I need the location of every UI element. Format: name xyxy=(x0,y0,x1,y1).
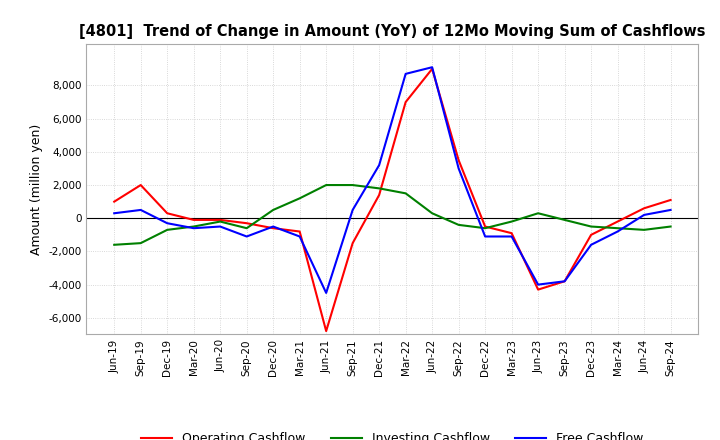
Operating Cashflow xyxy=(375,192,384,198)
Operating Cashflow xyxy=(216,217,225,223)
Free Cashflow xyxy=(348,207,357,213)
Free Cashflow xyxy=(534,282,542,287)
Investing Cashflow xyxy=(269,207,277,213)
Investing Cashflow xyxy=(428,211,436,216)
Operating Cashflow xyxy=(136,183,145,188)
Free Cashflow xyxy=(613,229,622,234)
Operating Cashflow xyxy=(401,99,410,105)
Free Cashflow xyxy=(243,234,251,239)
Investing Cashflow xyxy=(348,183,357,188)
Free Cashflow xyxy=(136,207,145,213)
Free Cashflow xyxy=(666,207,675,213)
Operating Cashflow xyxy=(348,241,357,246)
Free Cashflow xyxy=(322,290,330,296)
Free Cashflow xyxy=(295,234,304,239)
Investing Cashflow xyxy=(481,226,490,231)
Operating Cashflow xyxy=(243,220,251,226)
Investing Cashflow xyxy=(560,217,569,223)
Free Cashflow xyxy=(269,224,277,229)
Free Cashflow xyxy=(587,242,595,247)
Free Cashflow xyxy=(189,226,198,231)
Operating Cashflow xyxy=(189,217,198,223)
Line: Investing Cashflow: Investing Cashflow xyxy=(114,185,670,245)
Investing Cashflow xyxy=(136,241,145,246)
Investing Cashflow xyxy=(508,219,516,224)
Operating Cashflow xyxy=(428,66,436,72)
Free Cashflow xyxy=(401,71,410,77)
Investing Cashflow xyxy=(243,226,251,231)
Investing Cashflow xyxy=(534,211,542,216)
Investing Cashflow xyxy=(666,224,675,229)
Free Cashflow xyxy=(428,65,436,70)
Legend: Operating Cashflow, Investing Cashflow, Free Cashflow: Operating Cashflow, Investing Cashflow, … xyxy=(136,427,649,440)
Operating Cashflow xyxy=(269,226,277,231)
Free Cashflow xyxy=(481,234,490,239)
Investing Cashflow xyxy=(110,242,119,247)
Investing Cashflow xyxy=(189,224,198,229)
Free Cashflow xyxy=(640,212,649,217)
Operating Cashflow xyxy=(560,279,569,284)
Line: Free Cashflow: Free Cashflow xyxy=(114,67,670,293)
Y-axis label: Amount (million yen): Amount (million yen) xyxy=(30,124,42,255)
Investing Cashflow xyxy=(401,191,410,196)
Free Cashflow xyxy=(375,162,384,168)
Operating Cashflow xyxy=(508,231,516,236)
Operating Cashflow xyxy=(481,224,490,229)
Operating Cashflow xyxy=(322,328,330,334)
Operating Cashflow xyxy=(534,287,542,292)
Line: Operating Cashflow: Operating Cashflow xyxy=(114,69,670,331)
Operating Cashflow xyxy=(454,158,463,163)
Operating Cashflow xyxy=(587,232,595,238)
Investing Cashflow xyxy=(295,196,304,201)
Investing Cashflow xyxy=(163,227,171,232)
Free Cashflow xyxy=(163,220,171,226)
Operating Cashflow xyxy=(163,211,171,216)
Investing Cashflow xyxy=(454,222,463,227)
Operating Cashflow xyxy=(640,205,649,211)
Investing Cashflow xyxy=(640,227,649,232)
Operating Cashflow xyxy=(295,229,304,234)
Free Cashflow xyxy=(110,211,119,216)
Title: [4801]  Trend of Change in Amount (YoY) of 12Mo Moving Sum of Cashflows: [4801] Trend of Change in Amount (YoY) o… xyxy=(79,24,706,39)
Free Cashflow xyxy=(454,166,463,171)
Investing Cashflow xyxy=(613,226,622,231)
Investing Cashflow xyxy=(587,224,595,229)
Operating Cashflow xyxy=(110,199,119,204)
Investing Cashflow xyxy=(216,219,225,224)
Investing Cashflow xyxy=(375,186,384,191)
Free Cashflow xyxy=(560,279,569,284)
Free Cashflow xyxy=(216,224,225,229)
Investing Cashflow xyxy=(322,183,330,188)
Operating Cashflow xyxy=(613,219,622,224)
Operating Cashflow xyxy=(666,198,675,203)
Free Cashflow xyxy=(508,234,516,239)
